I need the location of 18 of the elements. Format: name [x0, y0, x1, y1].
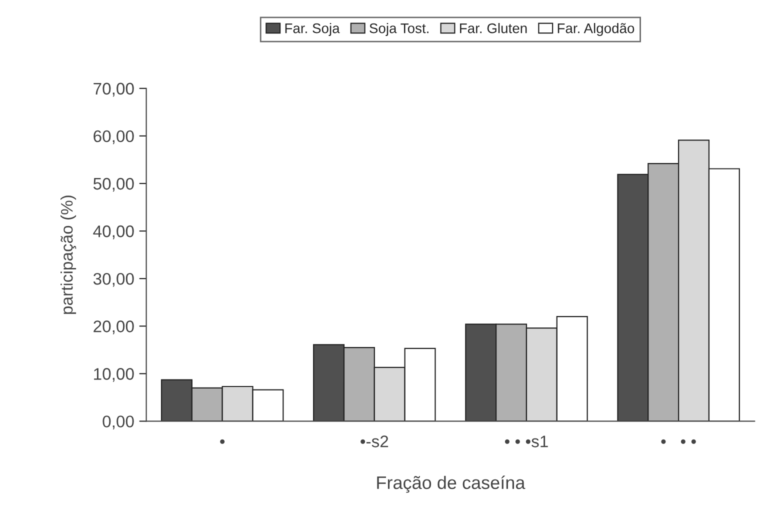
x-tick-label: • • •: [661, 439, 696, 444]
x-axis-title: Fração de caseína: [377, 476, 526, 493]
y-tick-label: 40,00: [93, 225, 134, 240]
y-tick-label: 60,00: [94, 130, 134, 144]
x-tick-label: •-s2: [360, 436, 388, 448]
x-tick-label: •: [220, 439, 225, 444]
x-tick-label: • • •s1: [504, 436, 548, 448]
legend-label: Far. Algodão: [558, 23, 634, 36]
y-tick-label: 70,00: [94, 82, 134, 97]
y-tick-label: 20,00: [94, 320, 134, 334]
y-tick-label: 10,00: [94, 368, 134, 382]
legend-label: Far. Soja: [285, 23, 340, 36]
y-tick-label: 50,00: [93, 178, 134, 192]
y-tick-label: 30,00: [93, 272, 134, 287]
legend-label: Soja Tost.: [370, 23, 428, 36]
y-tick-label: 0,00: [102, 416, 134, 430]
y-axis-title: participação (%): [60, 196, 76, 314]
legend-label: Far. Gluten: [460, 23, 527, 34]
